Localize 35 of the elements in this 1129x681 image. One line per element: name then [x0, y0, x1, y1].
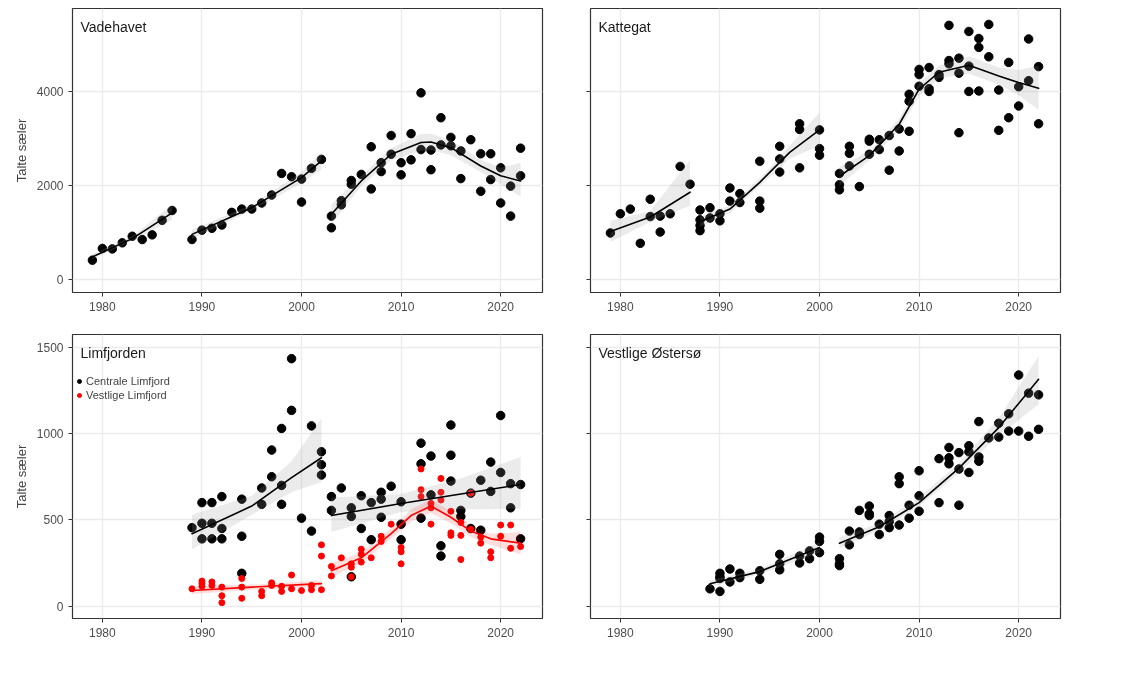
x-tick-label: 2010	[387, 625, 415, 640]
legend-label: Centrale Limfjord	[86, 374, 170, 388]
y-tick-label: 500	[43, 513, 64, 528]
x-tick-label: 1980	[89, 625, 117, 640]
y-tick-label: 0	[56, 599, 64, 614]
x-tick-label: 1990	[706, 625, 734, 640]
y-axis-title: Talte sæler	[13, 444, 29, 509]
y-axis-title: Talte sæler	[13, 118, 29, 183]
x-tick-label: 2020	[1005, 625, 1033, 640]
y-tick-label: 4000	[36, 85, 64, 100]
text: Vestlige Østersø	[598, 344, 702, 361]
x-tick-label: 2010	[387, 299, 415, 314]
x-tick-label: 2020	[1005, 299, 1033, 314]
text: Kattegat	[598, 18, 651, 35]
x-tick-label: 2010	[905, 299, 933, 314]
x-tick-label: 1990	[706, 299, 734, 314]
y-tick-label: 1500	[36, 340, 64, 355]
y-tick-label: 0	[56, 272, 64, 287]
x-tick-label: 1980	[607, 299, 635, 314]
x-tick-label: 2000	[806, 299, 834, 314]
x-tick-label: 2020	[487, 299, 515, 314]
x-tick-label: 1980	[607, 625, 635, 640]
x-tick-label: 1990	[188, 625, 216, 640]
x-tick-label: 2000	[288, 299, 316, 314]
x-tick-label: 1990	[188, 299, 216, 314]
x-tick-label: 2000	[288, 625, 316, 640]
text: Vadehavet	[80, 18, 147, 35]
x-tick-label: 2010	[905, 625, 933, 640]
y-tick-label: 1000	[36, 427, 64, 442]
text: Limfjorden	[80, 344, 146, 361]
y-tick-label: 2000	[36, 179, 64, 194]
x-tick-label: 1980	[89, 299, 117, 314]
x-tick-label: 2020	[487, 625, 515, 640]
legend-label: Vestlige Limfjord	[86, 388, 167, 402]
x-tick-label: 2000	[806, 625, 834, 640]
